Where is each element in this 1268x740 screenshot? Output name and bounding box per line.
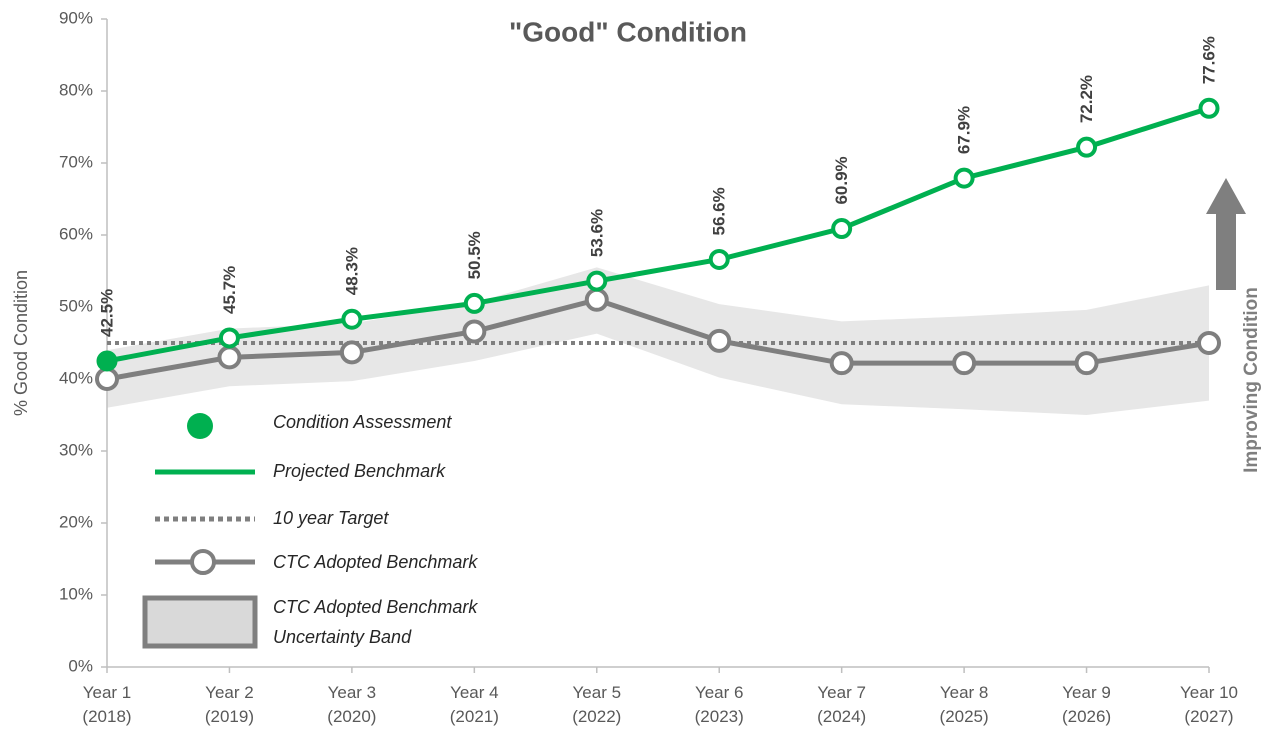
data-label: 53.6% [587, 209, 606, 257]
x-tick-label: Year 8 (2025) [939, 683, 989, 726]
marker [339, 340, 364, 365]
x-tick-label: Year 6 (2023) [694, 683, 744, 726]
marker [1074, 351, 1099, 376]
marker [584, 287, 609, 312]
y-tick-label: 80% [59, 80, 93, 99]
line [106, 297, 1210, 382]
marker [97, 351, 117, 371]
data-label: 45.7% [220, 266, 239, 314]
y-tick-label: 0% [68, 656, 93, 675]
y-tick-label: 40% [59, 368, 93, 387]
marker [1197, 331, 1221, 355]
arrow [1206, 178, 1246, 290]
data-label: 42.5% [97, 289, 116, 337]
uncertainty-band [107, 267, 1209, 415]
y-tick-label: 60% [59, 224, 93, 243]
x-tick-label: Year 2 (2019) [204, 683, 254, 726]
legend-label: 10 year Target [273, 508, 389, 528]
y-tick-label: 20% [59, 512, 93, 531]
marker [217, 345, 242, 370]
marker [952, 351, 977, 376]
data-label: 67.9% [955, 106, 974, 154]
y-tick-label: 50% [59, 296, 93, 315]
data-label: 77.6% [1199, 36, 1218, 84]
x-tick-label: Year 5 (2022) [572, 683, 622, 726]
marker [829, 351, 854, 376]
marker [586, 270, 608, 292]
y-tick-label: 90% [59, 8, 93, 27]
legend-label: Condition Assessment [273, 412, 452, 432]
x-tick-label: Year 7 (2024) [817, 683, 867, 726]
marker [953, 167, 975, 189]
y-tick-label: 10% [59, 584, 93, 603]
x-tick-label: Year 9 (2026) [1061, 683, 1112, 726]
legend-symbol [187, 413, 213, 439]
marker [462, 319, 487, 344]
x-tick-label: Year 1 (2018) [82, 683, 132, 726]
x-tick-label: Year 4 (2021) [449, 683, 499, 726]
legend-label: CTC Adopted Benchmark Uncertainty Band [273, 597, 478, 647]
x-tick-label: Year 3 (2020) [327, 683, 377, 726]
data-label: 72.2% [1077, 75, 1096, 123]
annotation: Improving Condition [1241, 287, 1262, 473]
marker [463, 292, 485, 314]
marker [708, 248, 730, 270]
marker [1076, 136, 1098, 158]
y-axis-label: % Good Condition [11, 270, 31, 416]
data-label: 60.9% [832, 156, 851, 204]
marker [95, 367, 119, 391]
data-label: 50.5% [465, 231, 484, 279]
legend-label: CTC Adopted Benchmark [273, 552, 478, 572]
data-label: 56.6% [710, 187, 729, 235]
legend-symbol [190, 549, 216, 575]
line [106, 105, 1210, 364]
legend-label: Projected Benchmark [273, 461, 446, 481]
y-tick-label: 70% [59, 152, 93, 171]
x-tick-label: Year 10 (2027) [1180, 683, 1238, 726]
marker [831, 218, 853, 240]
chart-title: "Good" Condition [509, 16, 747, 47]
y-tick-label: 30% [59, 440, 93, 459]
marker [1198, 97, 1220, 119]
marker [707, 328, 732, 353]
legend-symbol [142, 595, 258, 649]
marker [341, 308, 363, 330]
marker [218, 327, 240, 349]
data-label: 48.3% [342, 247, 361, 295]
